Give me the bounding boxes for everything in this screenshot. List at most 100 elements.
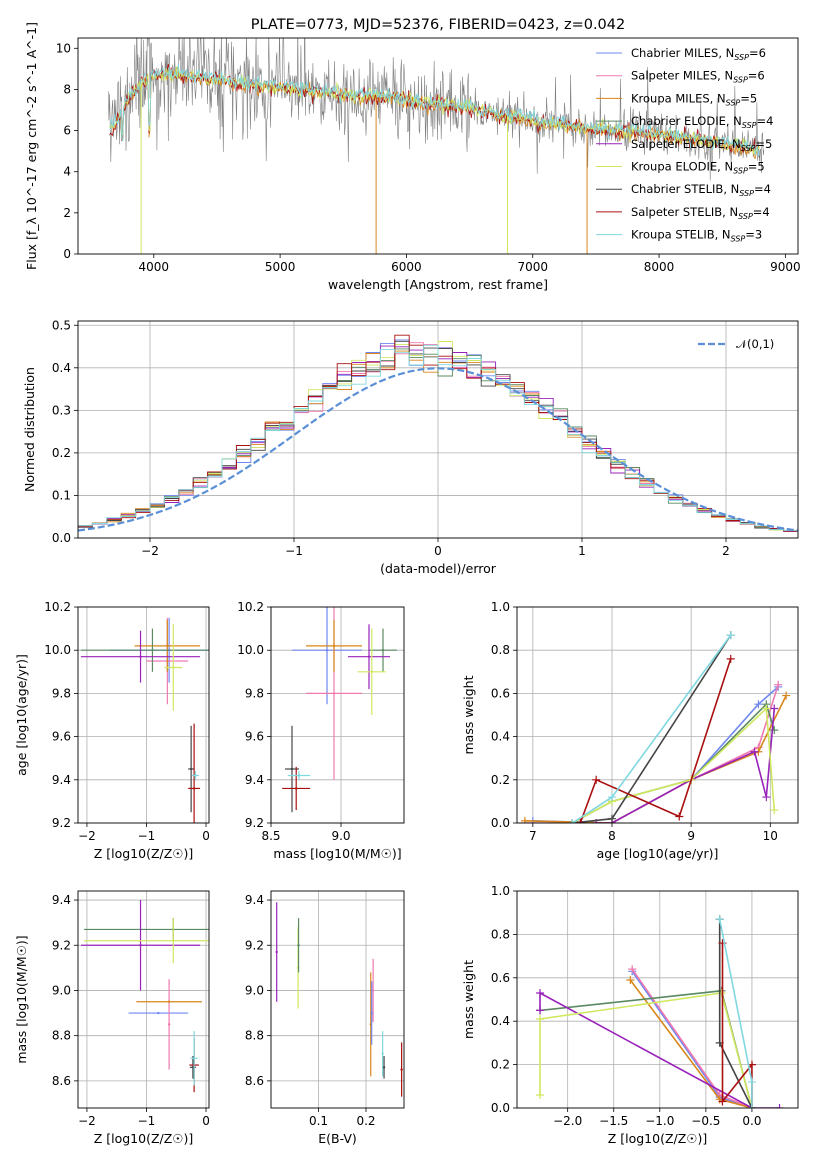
- y-tick-label: 9.8: [52, 686, 71, 700]
- weight-marker: [607, 793, 616, 802]
- y-tick-label: 0.4: [491, 730, 510, 744]
- legend-label-text: Kroupa ELODIE, N: [631, 160, 733, 174]
- y-tick-label: 0.8: [491, 643, 510, 657]
- spectrum-lines: [108, 38, 765, 254]
- weight-marker: [536, 1015, 545, 1024]
- legend-label: Kroupa ELODIE, NSSP=5: [631, 160, 765, 176]
- data-point: [290, 767, 294, 771]
- data-point: [139, 655, 142, 658]
- residual-histogram-panel: −2 −1 0 1 2 0.0 0.1 0.2 0.3 0.4 0.5 (data-model)/er…: [22, 318, 799, 576]
- weight-lines: [536, 915, 784, 1108]
- weight-marker: [592, 775, 601, 784]
- weight-marker: [628, 965, 637, 974]
- legend-label-text: Salpeter ELODIE, N: [631, 137, 741, 151]
- x-tick-label: 8000: [644, 260, 675, 274]
- axes: −2.0 −1.5 −1.0 −0.5 0.0 0.0 0.2 0.4 0.6 0.8 1.0 Z […: [461, 884, 799, 1146]
- axes: −2 −1 0 8.6 8.8 9.0 9.2 9.4 Z [log10(Z/Z☉)] mass …: [14, 890, 210, 1146]
- plot-area: [536, 915, 784, 1108]
- y-tick-label: 8.8: [245, 1029, 264, 1043]
- x-tick-label: 0.1: [309, 1114, 328, 1128]
- y-tick-label: 0.0: [491, 816, 510, 830]
- x-tick-label: 0: [202, 1114, 210, 1128]
- grid: [270, 606, 404, 824]
- legend-label: Salpeter MILES, NSSP=6: [631, 69, 765, 85]
- y-tick-label: 10.2: [44, 600, 71, 614]
- y-axis-label: Flux [f_λ 10^-17 erg cm^-2 s^-1 A^-1]: [24, 22, 39, 270]
- points: [80, 617, 209, 823]
- weight-line: [718, 919, 753, 1108]
- y-tick-label: 10: [56, 41, 71, 55]
- weight-lines: [520, 631, 791, 823]
- data-point: [295, 787, 298, 790]
- y-tick-label: 0.2: [491, 1058, 510, 1072]
- x-tick-label: 8.5: [261, 829, 280, 843]
- y-tick-label: 0.0: [491, 1101, 510, 1115]
- weight-marker: [717, 988, 726, 997]
- y-tick-label: 0.3: [52, 403, 71, 417]
- axes: 0.1 0.2 8.6 8.8 9.0 9.2 9.4 E(B-V): [245, 890, 405, 1146]
- legend-sub: SSP: [739, 189, 754, 198]
- y-tick-label: 9.4: [52, 773, 71, 787]
- y-tick-label: 9.2: [245, 938, 264, 952]
- y-tick-label: 9.6: [52, 730, 71, 744]
- data-point: [297, 944, 300, 947]
- weight-marker: [536, 1006, 545, 1015]
- data-point: [151, 649, 154, 652]
- x-tick-label: 4000: [139, 260, 170, 274]
- weight-marker: [576, 819, 585, 823]
- x-tick-label: 2: [722, 544, 730, 558]
- x-tick-label: 5000: [265, 260, 296, 274]
- y-tick-label: 1.0: [491, 884, 510, 898]
- y-tick-label: 8.6: [245, 1074, 264, 1088]
- axes-frame: [77, 320, 799, 539]
- y-axis-label: Normed distribution: [22, 367, 37, 492]
- x-tick-label: −1: [138, 829, 156, 843]
- plot-area: [520, 631, 791, 823]
- x-axis-label: age [log10(age/yr)]: [597, 846, 719, 861]
- weight-line: [571, 634, 732, 823]
- weight-marker: [675, 812, 684, 821]
- x-tick-label: −1: [285, 544, 303, 558]
- data-point: [297, 774, 301, 777]
- legend-label: Salpeter STELIB, NSSP=4: [631, 205, 770, 221]
- x-tick-label: 10: [763, 829, 778, 843]
- y-tick-label: 0.2: [52, 446, 71, 460]
- mass-vs-ebv-panel: 0.1 0.2 8.6 8.8 9.0 9.2 9.4 E(B-V): [245, 890, 405, 1146]
- weight-marker: [775, 1104, 784, 1108]
- y-tick-label: 8.8: [52, 1029, 71, 1043]
- legend-label-text: Kroupa STELIB, N: [631, 228, 731, 242]
- x-tick-label: 0.2: [356, 1114, 375, 1128]
- legend-label: 𝒩(0,1): [736, 337, 774, 351]
- weight-marker: [536, 988, 545, 997]
- data-point: [332, 692, 336, 695]
- weight-line: [572, 634, 732, 823]
- y-tick-label: 10.0: [237, 643, 264, 657]
- y-tick-label: 0.5: [52, 318, 71, 332]
- weight-marker: [782, 691, 791, 700]
- y-tick-label: 1.0: [491, 600, 510, 614]
- grid: [78, 891, 209, 1108]
- y-tick-label: 6: [63, 124, 71, 138]
- data-point: [166, 644, 169, 648]
- data-point: [167, 1000, 171, 1003]
- legend-sub: SSP: [733, 167, 748, 176]
- points: [282, 607, 397, 813]
- data-point: [381, 649, 385, 652]
- y-tick-label: 9.2: [52, 816, 71, 830]
- data-point: [275, 950, 278, 954]
- data-point: [367, 655, 371, 658]
- x-tick-label: 9.0: [331, 829, 350, 843]
- weight-marker: [750, 747, 759, 756]
- axes-frame: [270, 606, 405, 824]
- legend-sub: SSP: [734, 53, 749, 62]
- y-tick-label: 4: [63, 165, 71, 179]
- legend-sub: SSP: [741, 144, 756, 153]
- residual-histogram: [78, 344, 798, 531]
- weight-marker: [754, 700, 763, 709]
- y-axis-label: age [log10(age/yr)]: [14, 654, 29, 776]
- y-axis-label: mass weight: [461, 675, 476, 754]
- histograms: [78, 334, 798, 532]
- axes-frame: [77, 890, 210, 1109]
